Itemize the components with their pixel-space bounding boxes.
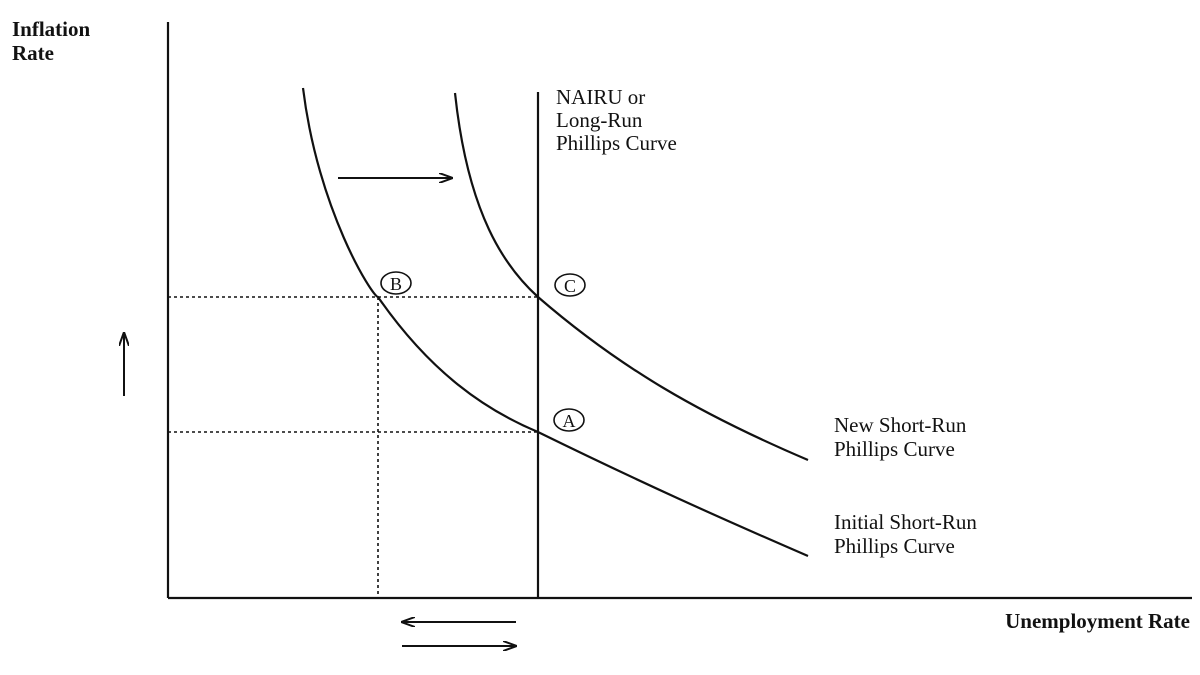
y-axis-label-line1: Inflation	[12, 17, 91, 41]
x-axis-label: Unemployment Rate	[1005, 609, 1190, 633]
point-a-marker: A	[553, 408, 585, 432]
y-axis-label-line2: Rate	[12, 41, 54, 65]
initial-srpc-label-line2: Phillips Curve	[834, 534, 955, 558]
new-srpc-label-line1: New Short-Run	[834, 413, 967, 437]
lrpc-label-line1: NAIRU or	[556, 85, 645, 109]
point-c-marker: C	[554, 273, 586, 297]
point-a-label: A	[563, 411, 576, 431]
initial-srpc-label-line1: Initial Short-Run	[834, 510, 977, 534]
lrpc-label-line2: Long-Run	[556, 108, 643, 132]
new-short-run-phillips-curve	[453, 92, 809, 462]
point-b-marker: B	[380, 271, 412, 295]
point-b-label: B	[390, 274, 402, 294]
lrpc-label-line3: Phillips Curve	[556, 131, 677, 155]
initial-short-run-phillips-curve	[301, 87, 809, 558]
point-c-label: C	[564, 276, 576, 296]
new-srpc-label-line2: Phillips Curve	[834, 437, 955, 461]
